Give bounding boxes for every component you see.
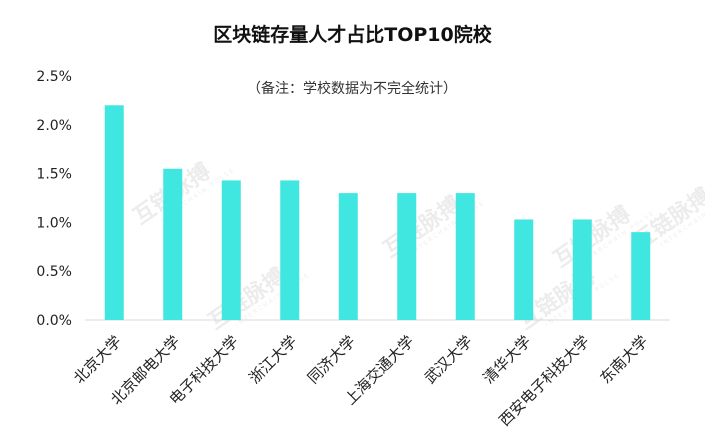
x-tick-label: 浙江大学: [245, 332, 300, 387]
y-tick-label: 1.0%: [36, 215, 72, 231]
y-tick-label: 2.5%: [36, 69, 72, 85]
x-tick-label: 东南大学: [596, 332, 651, 387]
bars: [104, 105, 651, 320]
y-axis-ticks: 0.0% 0.5% 1.0% 1.5% 2.0% 2.5%: [36, 69, 72, 329]
x-tick-label: 武汉大学: [421, 332, 476, 387]
bar: [397, 193, 417, 320]
bar: [514, 219, 534, 320]
bar: [455, 193, 475, 320]
bar: [104, 105, 124, 320]
bar: [221, 180, 241, 320]
bar: [280, 180, 300, 320]
y-tick-label: 1.5%: [36, 167, 72, 183]
x-tick-label: 北京大学: [70, 332, 125, 387]
y-tick-label: 2.0%: [36, 118, 72, 134]
bar: [631, 232, 651, 320]
y-tick-label: 0.0%: [36, 313, 72, 329]
x-tick-label: 清华大学: [479, 332, 534, 387]
bar: [572, 219, 592, 320]
chart-subtitle: （备注：学校数据为不完全统计）: [247, 81, 457, 97]
x-tick-label: 同济大学: [304, 332, 359, 387]
chart-title: 区块链存量人才占比TOP10院校: [213, 24, 492, 46]
y-tick-label: 0.5%: [36, 264, 72, 280]
bar: [338, 193, 358, 320]
bar: [163, 168, 183, 320]
